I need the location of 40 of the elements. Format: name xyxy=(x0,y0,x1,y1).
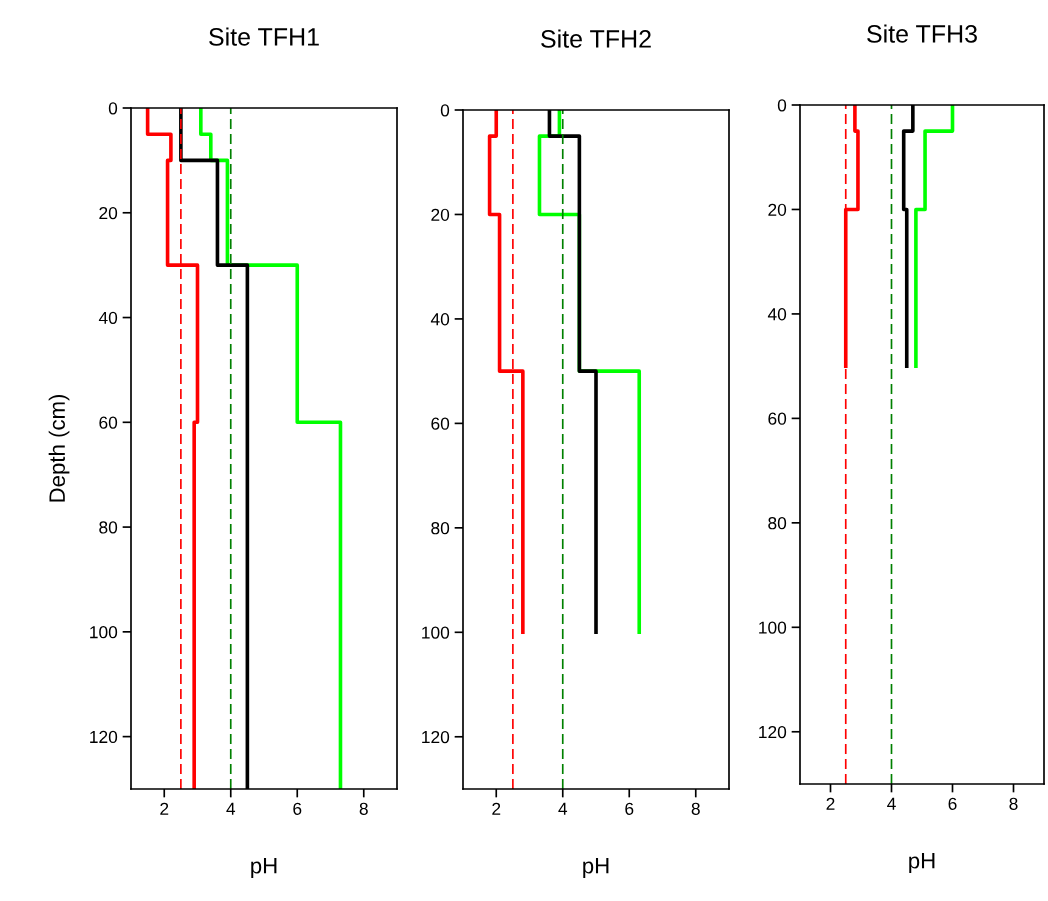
y-tick-label: 120 xyxy=(422,730,450,744)
x-tick-label: 2 xyxy=(826,797,835,810)
y-tick-label: 0 xyxy=(440,104,450,117)
y-tick-label: 20 xyxy=(768,203,787,216)
x-tick-label: 4 xyxy=(226,802,236,815)
y-tick-label: 0 xyxy=(108,102,118,115)
x-tick-label: 2 xyxy=(160,802,169,815)
x-tick-label: 6 xyxy=(625,802,634,815)
chart-title: Site TFH3 xyxy=(867,24,977,43)
x-tick-label: 8 xyxy=(1009,797,1018,810)
y-tick-label: 60 xyxy=(99,416,118,429)
x-tick-label: 4 xyxy=(558,802,568,815)
x-tick-label: 6 xyxy=(948,797,957,810)
y-tick-label: 40 xyxy=(430,313,450,326)
y-tick-label: 80 xyxy=(431,522,450,535)
y-tick-label: 60 xyxy=(768,412,787,425)
x-tick-label: 6 xyxy=(293,802,302,815)
y-tick-label: 0 xyxy=(777,99,787,112)
y-tick-label: 100 xyxy=(422,626,450,639)
x-tick-label: 4 xyxy=(887,797,896,810)
y-tick-label: 20 xyxy=(99,206,118,220)
y-tick-label: 100 xyxy=(90,626,118,639)
chart-title: Site TFH2 xyxy=(541,29,651,48)
y-tick-label: 40 xyxy=(767,308,787,321)
y-tick-label: 120 xyxy=(759,725,787,739)
x-tick-label: 2 xyxy=(492,802,501,815)
y-tick-label: 40 xyxy=(98,311,118,324)
y-tick-label: 80 xyxy=(768,517,787,530)
x-axis-title: pH xyxy=(251,858,277,878)
x-axis-title: pH xyxy=(583,858,609,878)
x-tick-label: 8 xyxy=(691,802,700,815)
x-axis-title: pH xyxy=(909,853,935,873)
y-tick-label: 80 xyxy=(99,521,118,534)
y-tick-label: 100 xyxy=(759,621,787,634)
y-tick-label: 60 xyxy=(431,417,450,430)
x-tick-label: 8 xyxy=(359,802,368,815)
chart-title: Site TFH1 xyxy=(209,27,319,46)
y-tick-label: 120 xyxy=(90,730,118,744)
y-tick-label: 20 xyxy=(431,208,450,221)
y-axis-title: Depth (cm) xyxy=(48,394,70,502)
